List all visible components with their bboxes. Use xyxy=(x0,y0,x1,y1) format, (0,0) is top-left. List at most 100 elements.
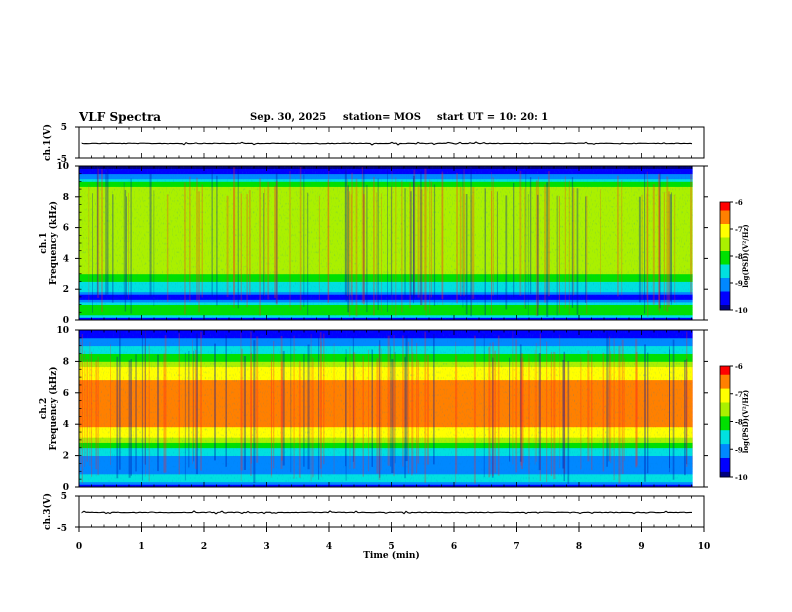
ch1-spectrogram-streak xyxy=(558,196,560,314)
ch1-spectrogram-streak xyxy=(442,170,443,306)
ch1-spectrogram-streak xyxy=(459,186,462,297)
ch2-spectrogram-streak xyxy=(488,346,490,478)
ch2-spectrogram-streak xyxy=(135,354,137,472)
ch1-spectrogram-streak xyxy=(92,193,93,313)
ch2-spectrogram-streak xyxy=(608,338,610,462)
x-tick-label: 7 xyxy=(513,542,519,552)
ch2-spectrogram-streak xyxy=(610,351,612,464)
ch2-spectrogram-streak xyxy=(407,341,410,474)
ch1-spectrogram-colorbar-cell xyxy=(720,274,730,278)
ch1-spectrogram-streak xyxy=(263,192,265,299)
ch2-spectrogram-streak xyxy=(587,350,590,462)
ch2-spectrogram-streak xyxy=(528,353,530,474)
ch1-spectrogram-streak xyxy=(377,178,379,311)
ch1-spectrogram-streak xyxy=(128,192,129,300)
ch2-spectrogram-streak xyxy=(492,342,494,477)
ch2-spectrogram-streak xyxy=(390,346,392,467)
ch2-spectrogram-streak xyxy=(86,359,88,462)
ch1-spectrogram-streak xyxy=(441,172,444,299)
ch2-spectrogram-streak xyxy=(402,335,404,467)
ch2-spectrogram-streak xyxy=(624,358,625,461)
ch1-spectrogram-ytick-label: 4 xyxy=(63,254,69,264)
ch2-spectrogram-colorbar-tick-label: -6 xyxy=(735,362,743,371)
ch2-spectrogram-empty xyxy=(692,330,704,487)
ch2-spectrogram-streak xyxy=(635,351,638,466)
ch2-spectrogram-streak xyxy=(519,344,522,462)
ch1-spectrogram-streak xyxy=(259,178,261,316)
ch2-spectrogram-streak xyxy=(352,336,354,462)
ch2-spectrogram-streak xyxy=(580,356,582,470)
ch2-spectrogram-streak xyxy=(318,337,320,480)
ch1-spectrogram-streak xyxy=(568,180,570,315)
ch2-spectrogram-streak xyxy=(394,351,396,464)
ch2-spectrogram-streak xyxy=(333,343,335,475)
ch1-spectrogram-streak xyxy=(535,180,538,317)
ch1-spectrogram-streak xyxy=(425,168,427,317)
ch1-spectrogram-streak xyxy=(657,173,660,311)
ch2-spectrogram-streak xyxy=(95,360,97,470)
ch2-spectrogram-speckle xyxy=(79,330,693,487)
ch2-spectrogram-streak xyxy=(84,350,86,467)
ch2-spectrogram-streak xyxy=(669,349,670,473)
ch2-spectrogram-streak xyxy=(412,352,414,474)
ch2-spectrogram-streak xyxy=(546,341,548,483)
ch2-spectrogram-colorbar-cell xyxy=(720,460,730,464)
ch2-spectrogram-streak xyxy=(426,354,429,465)
ch2-spectrogram-streak xyxy=(253,340,256,484)
ch2-spectrogram-streak xyxy=(550,351,553,476)
ch1-spectrogram-streak xyxy=(344,170,346,296)
ch2-spectrogram-colorbar-cell xyxy=(720,399,730,403)
ch1-spectrogram-streak xyxy=(420,171,422,305)
ch1-spectrogram-colorbar-cell xyxy=(720,234,730,238)
ch1-spectrogram-colorbar-cell xyxy=(720,301,730,305)
ch1-spectrogram-colorbar-tick-label: -6 xyxy=(735,198,743,207)
ch2-spectrogram-streak xyxy=(483,333,485,478)
ch1-spectrogram-streak xyxy=(424,168,427,311)
ch1-spectrogram-streak xyxy=(112,194,114,303)
x-tick-label: 5 xyxy=(388,542,394,552)
ch1-spectrogram-streak xyxy=(513,182,515,298)
ch2-spectrogram-colorbar-cell xyxy=(720,379,730,384)
ch2-spectrogram-colorbar-cell xyxy=(720,382,730,386)
ch1-spectrogram-streak xyxy=(211,168,213,297)
ch1-spectrogram-colorbar-cell xyxy=(720,231,730,235)
ch1-spectrogram-image xyxy=(79,166,704,321)
ch1-spectrogram-streak xyxy=(462,167,464,308)
ch2-spectrogram-streak xyxy=(80,342,81,468)
ch2-spectrogram-streak xyxy=(684,360,686,476)
ch1-spectrogram-colorbar-cell xyxy=(720,261,730,265)
ch2-spectrogram-streak xyxy=(520,353,523,470)
ch1-spectrogram-streak xyxy=(420,189,423,306)
ch2-spectrogram-streak xyxy=(89,341,91,466)
ch1-spectrogram-streak xyxy=(496,191,498,300)
ch1-spectrogram-streak xyxy=(289,170,291,308)
x-axis-label: Time (min) xyxy=(363,550,420,561)
ch2-spectrogram-streak xyxy=(393,334,395,477)
ch2-spectrogram-streak xyxy=(195,333,198,475)
ch2-spectrogram-streak xyxy=(618,345,621,484)
ch1-spectrogram-streak xyxy=(240,193,242,302)
ch1-spectrogram-colorbar-tick-label: -7 xyxy=(735,225,743,234)
ch1-spectrogram-streak xyxy=(669,194,672,302)
ch2-spectrogram-colorbar-cell xyxy=(720,371,730,375)
ch1-spectrogram-colorbar-cell xyxy=(720,239,730,243)
ch1-spectrogram-streak xyxy=(652,184,655,305)
ch1-spectrogram-streak xyxy=(216,175,218,306)
ch1-waveform-ytick-label: -5 xyxy=(57,155,67,165)
ch2-spectrogram-colorbar-cell xyxy=(720,407,730,411)
ch1-spectrogram-streak xyxy=(105,172,107,296)
ch1-spectrogram-streak xyxy=(96,167,99,295)
ch1-spectrogram-colorbar-cell xyxy=(720,258,730,262)
ch2-spectrogram-colorbar-cell xyxy=(720,424,730,428)
ch2-spectrogram-streak xyxy=(293,335,295,479)
ch1-spectrogram-streak xyxy=(124,189,127,312)
ch2-spectrogram-streak xyxy=(345,349,347,481)
ch1-spectrogram-streak xyxy=(674,194,676,303)
ch2-spectrogram-streak xyxy=(376,358,379,474)
ch2-spectrogram-streak xyxy=(378,344,381,480)
ch2-spectrogram-colorbar-cell xyxy=(720,390,730,395)
ch2-spectrogram-streak xyxy=(669,346,670,469)
x-tick-label: 4 xyxy=(326,542,332,552)
ch1-spectrogram-colorbar-cell xyxy=(720,210,730,214)
ch2-spectrogram-colorbar-cell xyxy=(720,452,730,456)
